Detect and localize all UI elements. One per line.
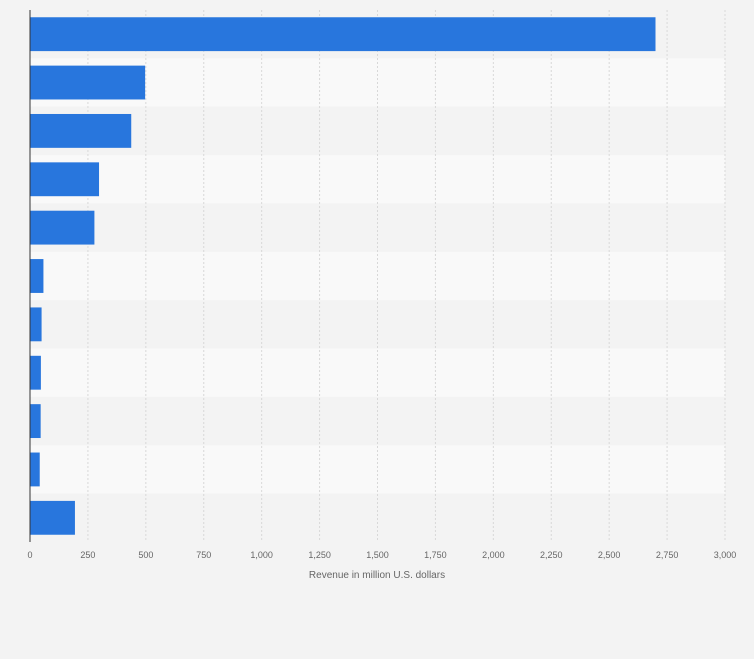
bar[interactable]	[30, 452, 40, 487]
bar[interactable]	[30, 210, 95, 245]
bar[interactable]	[30, 307, 42, 342]
x-tick-label: 2,250	[540, 550, 563, 560]
bar[interactable]	[30, 17, 656, 52]
x-axis-label: Revenue in million U.S. dollars	[309, 570, 445, 581]
x-tick-label: 2,500	[598, 550, 621, 560]
x-tick-label: 1,250	[308, 550, 331, 560]
row-band	[30, 493, 725, 542]
bar[interactable]	[30, 162, 100, 197]
x-tick-label: 250	[80, 550, 95, 560]
bar[interactable]	[30, 259, 44, 293]
x-tick-labels: 0 250 500 750 1,000 1,250 1,500 1,750 2,000 2,250…	[27, 550, 736, 560]
bar[interactable]	[30, 113, 132, 148]
bar[interactable]	[30, 65, 146, 100]
x-tick-label: 0	[27, 550, 32, 560]
x-tick-label: 1,000	[250, 550, 273, 560]
bar[interactable]	[30, 500, 75, 535]
x-tick-label: 3,000	[714, 550, 737, 560]
x-tick-label: 2,750	[656, 550, 679, 560]
row-band	[30, 348, 725, 397]
row-band	[30, 396, 725, 446]
x-tick-label: 500	[138, 550, 153, 560]
row-band	[30, 300, 725, 349]
bars	[30, 17, 656, 535]
bar[interactable]	[30, 355, 41, 390]
bar[interactable]	[30, 404, 41, 439]
row-band	[30, 445, 725, 494]
x-tick-label: 2,000	[482, 550, 505, 560]
gridlines	[87, 10, 726, 542]
x-tick-label: 1,500	[366, 550, 389, 560]
x-tick-label: 1,750	[424, 550, 447, 560]
x-tick-label: 750	[196, 550, 211, 560]
